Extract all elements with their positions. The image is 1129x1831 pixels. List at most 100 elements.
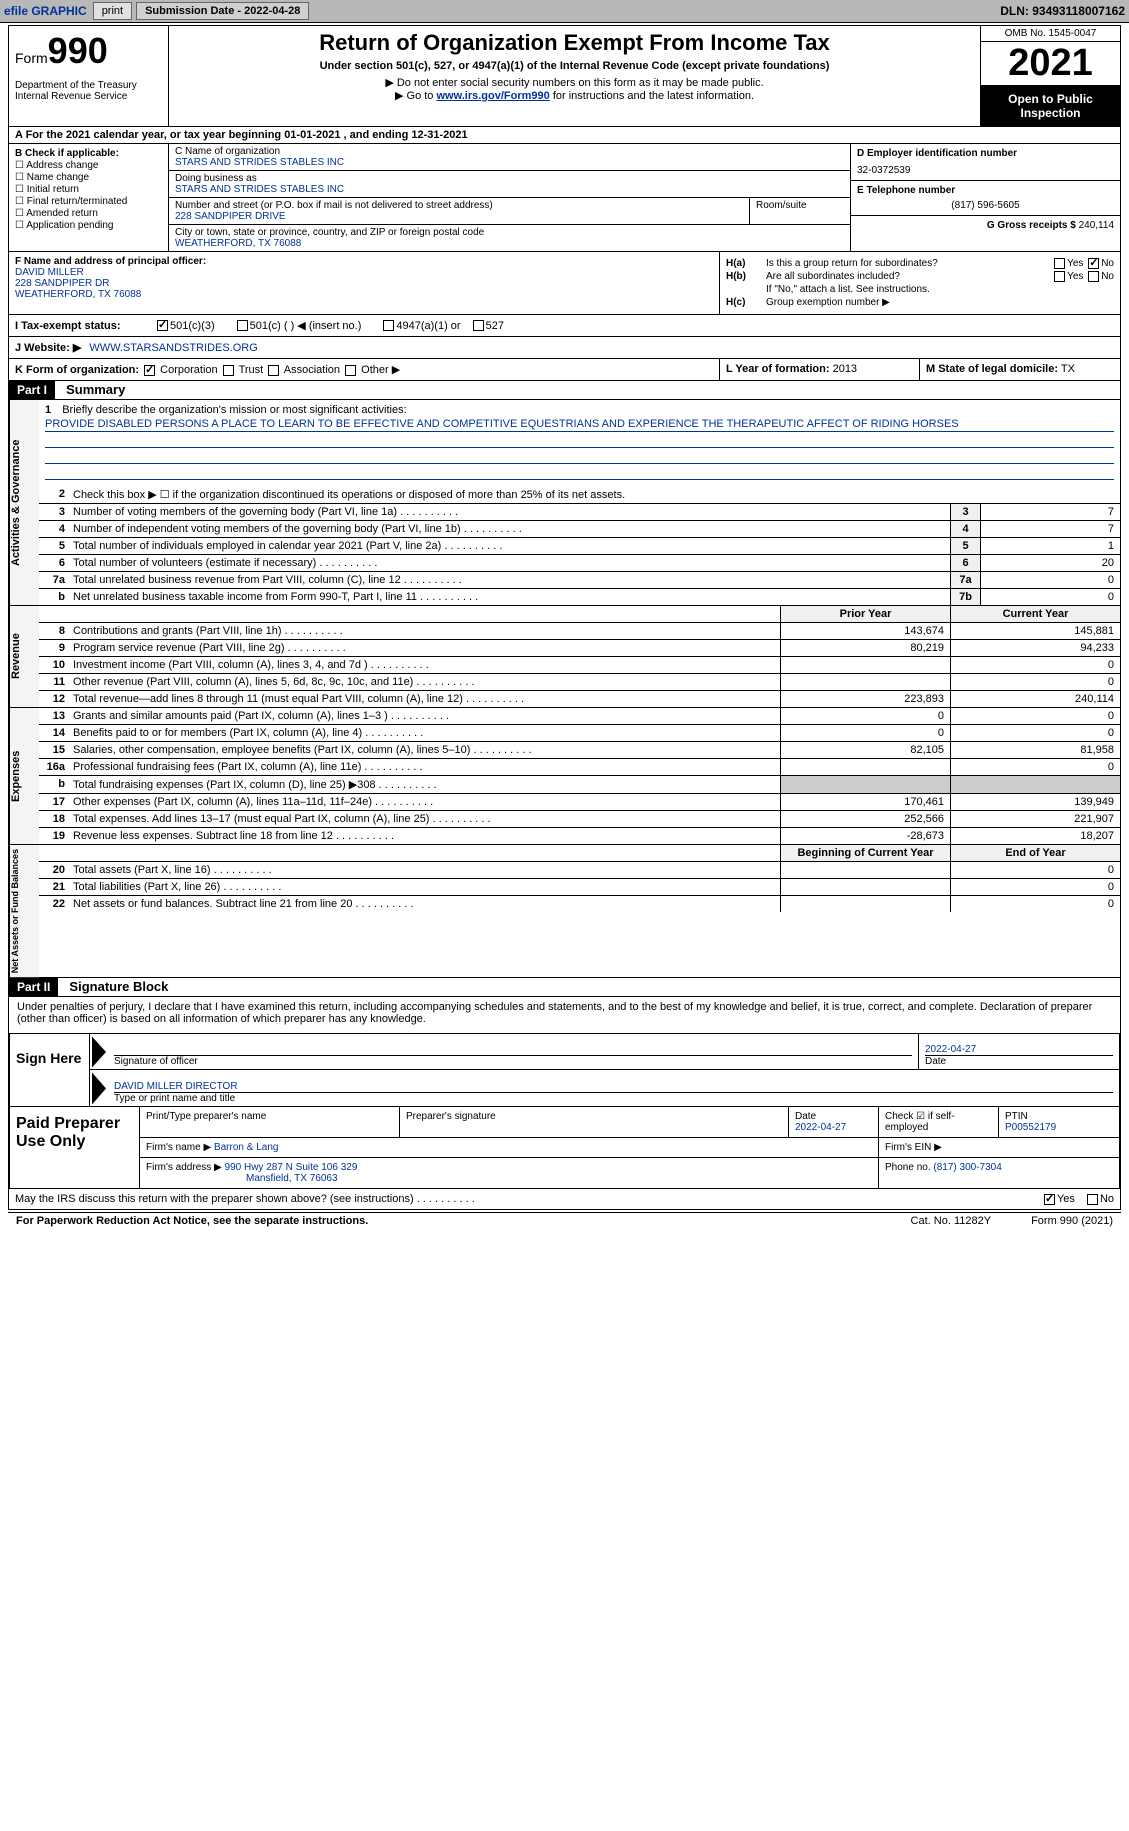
line-16a: 16a Professional fundraising fees (Part … <box>39 759 1120 776</box>
line-11: 11 Other revenue (Part VIII, column (A),… <box>39 674 1120 691</box>
i-501c[interactable] <box>237 320 248 331</box>
line-value: 0 <box>980 572 1120 588</box>
opt-trust: Trust <box>239 364 264 376</box>
chk-initial[interactable]: ☐ Initial return <box>15 184 162 195</box>
irs-link[interactable]: www.irs.gov/Form990 <box>436 90 549 102</box>
irs-yes-label: Yes <box>1057 1193 1075 1205</box>
chk-address[interactable]: ☐ Address change <box>15 160 162 171</box>
line-text: Number of voting members of the governin… <box>69 504 950 520</box>
line-num: 22 <box>39 896 69 912</box>
hb-no[interactable] <box>1088 271 1099 282</box>
line-text: Total assets (Part X, line 16) <box>69 862 780 878</box>
line-k: K Form of organization: Corporation Trus… <box>9 359 1120 381</box>
chk-final[interactable]: ☐ Final return/terminated <box>15 196 162 207</box>
column-c: C Name of organization STARS AND STRIDES… <box>169 144 850 251</box>
firm-ein-label: Firm's EIN ▶ <box>879 1138 1119 1157</box>
line-text: Net assets or fund balances. Subtract li… <box>69 896 780 912</box>
current-value: 0 <box>950 725 1120 741</box>
i-527[interactable] <box>473 320 484 331</box>
hb-yes[interactable] <box>1054 271 1065 282</box>
k-other[interactable] <box>345 365 356 376</box>
open-inspection: Open to Public Inspection <box>981 86 1120 126</box>
ha-yes[interactable] <box>1054 258 1065 269</box>
yes-label: Yes <box>1067 258 1083 269</box>
line-text: Total number of volunteers (estimate if … <box>69 555 950 571</box>
org-name-box: C Name of organization STARS AND STRIDES… <box>169 144 850 171</box>
k-assoc[interactable] <box>268 365 279 376</box>
line-22: 22 Net assets or fund balances. Subtract… <box>39 896 1120 912</box>
page-footer: For Paperwork Reduction Act Notice, see … <box>8 1212 1121 1229</box>
opt-501c3: 501(c)(3) <box>170 320 215 332</box>
paid-preparer-table: Paid Preparer Use Only Print/Type prepar… <box>9 1107 1120 1189</box>
form-prefix: Form <box>15 50 48 66</box>
line-text: Program service revenue (Part VIII, line… <box>69 640 780 656</box>
k-trust[interactable] <box>223 365 234 376</box>
line-num: 7a <box>39 572 69 588</box>
line-box: 3 <box>950 504 980 520</box>
k-corp[interactable] <box>144 365 155 376</box>
note-prefix: ▶ Go to <box>395 90 436 102</box>
chk-name[interactable]: ☐ Name change <box>15 172 162 183</box>
gross-label: G Gross receipts $ <box>987 220 1076 231</box>
line-num: 17 <box>39 794 69 810</box>
line-b: b Total fundraising expenses (Part IX, c… <box>39 776 1120 794</box>
line-num: 11 <box>39 674 69 690</box>
i-4947[interactable] <box>383 320 394 331</box>
line-text: Other expenses (Part IX, column (A), lin… <box>69 794 780 810</box>
line-num: 16a <box>39 759 69 775</box>
ein-box: D Employer identification number 32-0372… <box>851 144 1120 181</box>
opt-assoc: Association <box>284 364 340 376</box>
line-num: b <box>39 589 69 605</box>
line-text: Total fundraising expenses (Part IX, col… <box>69 776 780 793</box>
chk-pending[interactable]: ☐ Application pending <box>15 220 162 231</box>
prior-value: 82,105 <box>780 742 950 758</box>
k-label: K Form of organization: <box>15 364 139 376</box>
prior-value: 0 <box>780 725 950 741</box>
date-label: Date <box>925 1055 1113 1067</box>
irs-no[interactable] <box>1087 1194 1098 1205</box>
current-value: 0 <box>950 674 1120 690</box>
dept-treasury: Department of the Treasury Internal Reve… <box>15 80 162 102</box>
line-text: Total revenue—add lines 8 through 11 (mu… <box>69 691 780 707</box>
prior-value: 143,674 <box>780 623 950 639</box>
chk-address-label: Address change <box>26 160 98 171</box>
chk-amended[interactable]: ☐ Amended return <box>15 208 162 219</box>
line-value: 7 <box>980 521 1120 537</box>
efile-label: efile GRAPHIC <box>4 4 87 18</box>
phone-box: E Telephone number (817) 596-5605 <box>851 181 1120 216</box>
line-box: 6 <box>950 555 980 571</box>
form-header: Form990 Department of the Treasury Inter… <box>9 26 1120 127</box>
submission-date: Submission Date - 2022-04-28 <box>136 2 309 20</box>
line-9: 9 Program service revenue (Part VIII, li… <box>39 640 1120 657</box>
no-label: No <box>1101 258 1114 269</box>
hb-text: Are all subordinates included? <box>766 271 1052 282</box>
line-num: 13 <box>39 708 69 724</box>
ha-no[interactable] <box>1088 258 1099 269</box>
hb-label: H(b) <box>726 271 766 282</box>
line-value: 1 <box>980 538 1120 554</box>
part2-title: Signature Block <box>61 977 176 996</box>
print-button[interactable]: print <box>93 2 132 20</box>
column-f: F Name and address of principal officer:… <box>9 252 720 314</box>
f-label: F Name and address of principal officer: <box>15 256 713 267</box>
current-value: 139,949 <box>950 794 1120 810</box>
b-label: B Check if applicable: <box>15 148 162 159</box>
line-14: 14 Benefits paid to or for members (Part… <box>39 725 1120 742</box>
current-value: 81,958 <box>950 742 1120 758</box>
i-501c3[interactable] <box>157 320 168 331</box>
website: WWW.STARSANDSTRIDES.ORG <box>89 342 257 354</box>
gross-value: 240,114 <box>1079 220 1114 231</box>
line-num: 10 <box>39 657 69 673</box>
hb-boxes: Yes No <box>1052 271 1114 282</box>
part1-title: Summary <box>58 380 133 399</box>
column-d: D Employer identification number 32-0372… <box>850 144 1120 251</box>
irs-yes[interactable] <box>1044 1194 1055 1205</box>
line-text: Net unrelated business taxable income fr… <box>69 589 950 605</box>
opt-527: 527 <box>486 320 504 332</box>
hb-note: If "No," attach a list. See instructions… <box>766 284 1114 295</box>
line-num: 9 <box>39 640 69 656</box>
ha-text: Is this a group return for subordinates? <box>766 258 1052 269</box>
net-assets: Net Assets or Fund Balances Beginning of… <box>9 845 1120 978</box>
mission-line4 <box>45 466 1114 480</box>
opt-4947: 4947(a)(1) or <box>396 320 460 332</box>
